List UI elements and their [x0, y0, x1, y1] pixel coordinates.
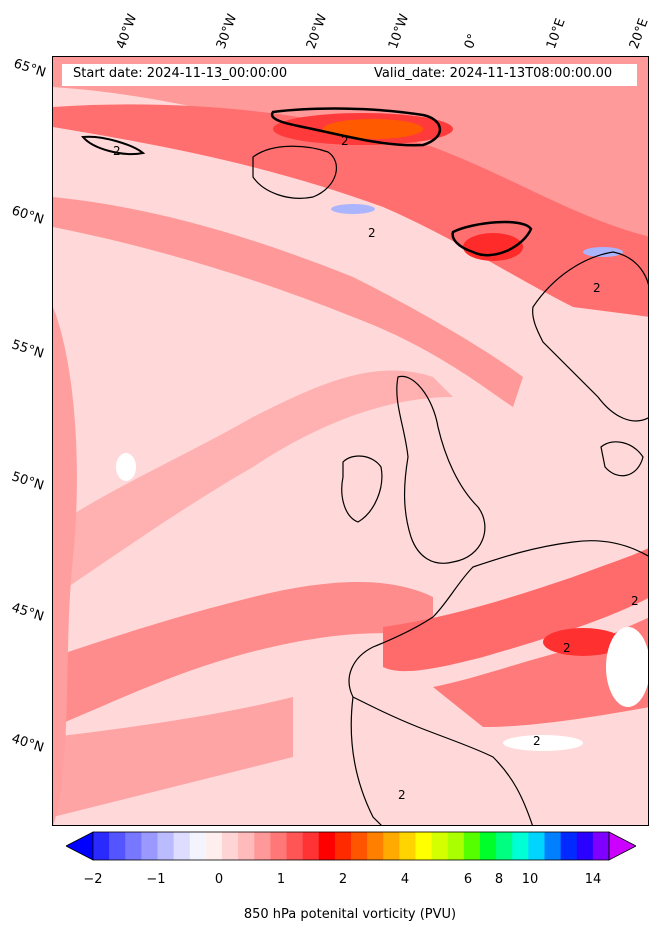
colorbar	[66, 831, 636, 861]
header-bar	[62, 64, 637, 86]
coastlines	[252, 145, 648, 825]
colorbar-segment	[93, 832, 110, 860]
coast-iberia-south	[350, 696, 382, 825]
pv-band-southwest-light	[53, 697, 293, 817]
colorbar-segment	[415, 832, 433, 860]
coast-ireland	[341, 455, 383, 523]
colorbar-segment	[512, 832, 529, 860]
colorbar-segment	[318, 832, 336, 860]
pv-core-bay	[543, 628, 623, 656]
contour-label-iberia: 2	[533, 734, 541, 748]
colorbar-segment	[222, 832, 239, 860]
colorbar-border	[92, 831, 610, 861]
lon-label-40w: 40°W	[113, 12, 141, 51]
colorbar-tick-1: 1	[276, 872, 286, 887]
colorbar-segment	[205, 832, 223, 860]
colorbar-segment	[270, 832, 287, 860]
colorbar-tick-2: 2	[338, 872, 348, 887]
coast-britain	[396, 375, 486, 564]
pv-map: 2 2 2 2 2 2 2 2	[53, 57, 648, 825]
colorbar-segment	[109, 832, 126, 860]
colorbar-tick-14: 14	[584, 872, 602, 887]
lat-label-40n: 40°N	[9, 731, 46, 756]
low-pv-iberia	[503, 735, 583, 751]
lat-label-45n: 45°N	[9, 600, 46, 625]
colorbar-segment	[528, 832, 545, 860]
contour-label-south: 2	[398, 788, 406, 802]
colorbar-extend-low	[66, 831, 94, 861]
coast-iceland	[252, 145, 337, 199]
colorbar-tick-0: 0	[214, 872, 224, 887]
lon-label-10e: 10°E	[543, 16, 569, 51]
lon-label-20e: 20°E	[626, 16, 652, 51]
valid-date-label: Valid_date: 2024-11-13T08:00:00.00	[374, 66, 613, 81]
low-pv-light-1	[116, 453, 136, 481]
colorbar-segment	[302, 832, 320, 860]
contour-north	[270, 107, 442, 147]
colorbar-segment	[480, 832, 497, 860]
contour-norway	[451, 220, 533, 257]
colorbar-segment	[334, 832, 352, 860]
colorbar-tick-4: 4	[400, 872, 410, 887]
lat-label-60n: 60°N	[9, 203, 46, 228]
colorbar-tick-6: 6	[463, 872, 473, 887]
contour-label-biscay: 2	[563, 641, 571, 655]
colorbar-tick-10: 10	[521, 872, 539, 887]
contour-label-mid: 2	[368, 226, 376, 240]
coast-scandinavia	[532, 251, 648, 422]
contour-west	[81, 135, 146, 155]
colorbar-tick-neg2: −2	[83, 872, 103, 887]
map-frame: 2 2 2 2 2 2 2 2	[52, 56, 649, 826]
colorbar-segment	[351, 832, 368, 860]
low-pv-alps	[606, 627, 648, 707]
colorbar-segment	[173, 832, 191, 860]
colorbar-segment	[383, 832, 400, 860]
colorbar-segment	[157, 832, 175, 860]
lat-label-55n: 55°N	[9, 337, 46, 362]
start-date-label: Start date: 2024-11-13_00:00:00	[73, 66, 288, 81]
colorbar-segment	[238, 832, 255, 860]
colorbar-tick-8: 8	[494, 872, 504, 887]
contour-label-alps: 2	[631, 594, 639, 608]
pv-core-orange	[323, 119, 423, 139]
colorbar-segment	[592, 832, 610, 860]
colorbar-segment	[431, 832, 449, 860]
colorbar-segment	[125, 832, 142, 860]
colorbar-segment	[576, 832, 594, 860]
lat-label-65n: 65°N	[11, 56, 48, 81]
coast-denmark	[600, 441, 644, 477]
lat-label-50n: 50°N	[9, 469, 46, 494]
colorbar-segment	[399, 832, 416, 860]
colorbar-label: 850 hPa potenital vorticity (PVU)	[243, 907, 457, 922]
contour-label-west: 2	[113, 144, 121, 158]
colorbar-extend-high	[608, 831, 636, 861]
colorbar-segment	[254, 832, 271, 860]
low-pv-blue-2	[583, 247, 623, 257]
colorbar-segment	[463, 832, 481, 860]
colorbar-segment	[367, 832, 384, 860]
lon-label-20w: 20°W	[303, 12, 331, 51]
colorbar-segment	[560, 832, 578, 860]
lon-label-30w: 30°W	[213, 12, 241, 51]
colorbar-segment	[447, 832, 465, 860]
pv-band-biscay	[383, 548, 648, 672]
lon-label-10w: 10°W	[385, 12, 413, 51]
colorbar-segment	[286, 832, 304, 860]
pv-band-southwest	[53, 582, 433, 727]
colorbar-segment	[544, 832, 562, 860]
low-pv-blue-1	[331, 204, 375, 214]
pv-band-north-strong	[53, 104, 648, 317]
lon-label-0: 0°	[461, 31, 482, 51]
contour-label-north: 2	[341, 134, 349, 148]
colorbar-segment	[141, 832, 158, 860]
coast-mainland	[348, 540, 648, 825]
pv-band-diagonal	[53, 370, 453, 597]
pv-band-left-column	[53, 307, 77, 825]
colorbar-segment	[189, 832, 207, 860]
colorbar-tick-neg1: −1	[146, 872, 166, 887]
contour-label-norway: 2	[593, 281, 601, 295]
pv-band-mid	[53, 197, 523, 407]
colorbar-segment	[496, 832, 513, 860]
